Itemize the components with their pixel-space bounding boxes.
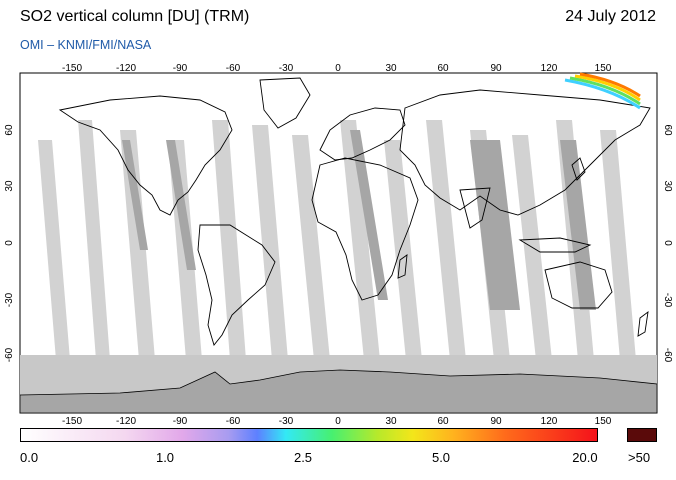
- lat-tick-right: 60: [662, 124, 673, 136]
- lat-tick-right: 0: [662, 240, 673, 246]
- lat-tick-left: 60: [4, 124, 15, 136]
- india: [459, 187, 491, 229]
- lon-tick-top: -120: [116, 63, 136, 74]
- map-date: 24 July 2012: [565, 8, 656, 25]
- colorbar-label: 20.0: [572, 450, 598, 465]
- lon-tick-top: 30: [385, 63, 397, 74]
- lat-tick-right: 30: [662, 180, 673, 192]
- colorbar-label: 5.0: [431, 450, 451, 465]
- world-map: -150 -120 -90 -60 -30 0 30 60 90 120 150 -150 -120-…: [4, 63, 673, 425]
- lat-tick-left: -30: [4, 292, 15, 307]
- lat-tick-right: -60: [662, 348, 673, 363]
- greenland: [259, 77, 311, 129]
- colorbar: [20, 428, 598, 442]
- lon-tick-bottom: 60: [437, 416, 449, 425]
- lat-ticks-right: 60 30 0 -30 -60: [662, 124, 673, 362]
- north-america: [58, 95, 233, 216]
- lon-tick-top: -60: [226, 63, 241, 74]
- lat-tick-left: 30: [4, 180, 15, 192]
- lon-tick-top: 150: [595, 63, 612, 74]
- lon-tick-bottom: -60: [226, 416, 241, 425]
- lon-tick-top: 0: [335, 63, 341, 74]
- new-zealand: [637, 310, 649, 337]
- lon-tick-top: -30: [279, 63, 294, 74]
- lat-ticks-left: 60 30 0 -30 -60: [4, 124, 15, 362]
- africa: [311, 157, 419, 301]
- colorbar-label: 1.0: [155, 450, 175, 465]
- lat-tick-left: 0: [4, 240, 15, 246]
- colorbar-overflow-label: >50: [628, 450, 651, 465]
- lon-tick-bottom: 0: [335, 416, 341, 425]
- dark-swaths: [122, 130, 596, 310]
- lon-tick-top: -150: [62, 63, 82, 74]
- colorbar-label: 2.5: [293, 450, 313, 465]
- antarctica-land: [19, 369, 658, 414]
- lat-tick-left: -60: [4, 347, 15, 362]
- lon-tick-top: 120: [541, 63, 558, 74]
- madagascar: [397, 254, 408, 279]
- lon-ticks-top: -150 -120 -90 -60 -30 0 30 60 90 120 150: [62, 63, 612, 74]
- australia: [544, 261, 613, 309]
- lon-tick-bottom: -30: [279, 416, 294, 425]
- lon-tick-bottom: 120: [541, 416, 558, 425]
- lon-tick-bottom: 90: [490, 416, 502, 425]
- lon-ticks-bottom: -150 -120 -90 -60 -30 0 30 60 90 120 150: [62, 416, 612, 425]
- lon-tick-bottom: -120: [116, 416, 136, 425]
- indonesia: [518, 237, 592, 253]
- lon-tick-top: 60: [437, 63, 449, 74]
- lon-tick-bottom: 150: [595, 416, 612, 425]
- japan: [571, 157, 586, 181]
- lon-tick-top: -90: [173, 63, 188, 74]
- so2-streak: [564, 72, 641, 110]
- asia: [399, 89, 651, 216]
- data-source: OMI – KNMI/FMI/NASA: [20, 38, 152, 52]
- lon-tick-bottom: 30: [385, 416, 397, 425]
- lon-tick-bottom: -90: [173, 416, 188, 425]
- lon-tick-bottom: -150: [62, 416, 82, 425]
- map-title: SO2 vertical column [DU] (TRM): [20, 8, 250, 25]
- colorbar-label: 0.0: [20, 450, 39, 465]
- lon-tick-top: 90: [490, 63, 502, 74]
- colorbar-overflow-swatch: [627, 428, 657, 442]
- south-america: [197, 224, 276, 346]
- continents: [58, 77, 651, 346]
- lat-tick-right: -30: [662, 293, 673, 308]
